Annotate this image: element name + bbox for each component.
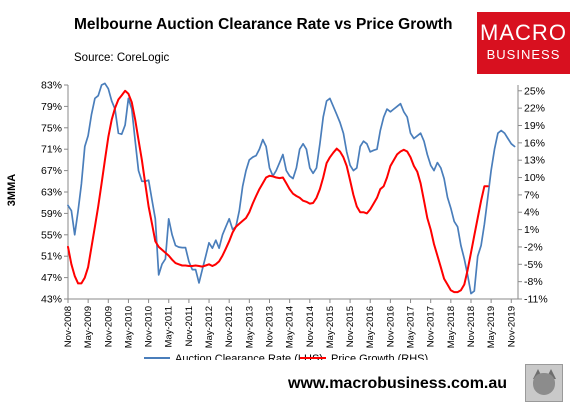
x-tick-label: May-2017 <box>406 306 417 348</box>
wolf-logo-icon <box>525 364 563 402</box>
right-tick-label: 1% <box>524 224 539 236</box>
right-tick-label: -5% <box>524 259 543 271</box>
logo-line-1: MACRO <box>480 20 567 45</box>
x-tick-label: Nov-2015 <box>345 306 356 347</box>
left-tick-label: 59% <box>41 208 62 220</box>
left-tick-label: 55% <box>41 229 62 241</box>
left-tick-label: 71% <box>41 144 62 156</box>
series-line-clearance-rate <box>67 82 516 295</box>
x-tick-label: May-2018 <box>446 306 457 348</box>
right-tick-label: 4% <box>524 207 539 219</box>
x-tick-label: May-2009 <box>83 306 94 348</box>
x-tick-label: May-2010 <box>123 306 134 348</box>
left-tick-label: 63% <box>41 187 62 199</box>
left-tick-label: 83% <box>41 80 62 92</box>
x-tick-label: May-2013 <box>244 306 255 348</box>
chart-title: Melbourne Auction Clearance Rate vs Pric… <box>74 16 453 33</box>
x-tick-label: Nov-2009 <box>103 306 114 347</box>
series-line-price-growth <box>67 89 489 294</box>
chart-source: Source: CoreLogic <box>74 52 170 64</box>
macro-business-logo: MACRO BUSINESS <box>477 12 570 74</box>
right-tick-label: 13% <box>524 155 545 167</box>
right-tick-label: 10% <box>524 172 545 184</box>
x-tick-label: Nov-2018 <box>466 306 477 347</box>
right-tick-label: 19% <box>524 120 545 132</box>
right-tick-label: 22% <box>524 103 545 115</box>
x-tick-label: May-2014 <box>285 306 296 348</box>
line-chart: 43% 47% 51% 55% 59% 63% 67% 71% 75% 79% 83% -11% -8… <box>6 80 548 361</box>
legend-item-price-growth: Price Growth (RHS) <box>331 353 428 360</box>
left-tick-label: 67% <box>41 165 62 177</box>
legend-item-clearance-rate: Auction Clearance Rate (LHS) <box>175 353 323 360</box>
x-tick-label: Nov-2019 <box>506 306 517 347</box>
x-tick-label: Nov-2010 <box>144 306 155 347</box>
right-tick-label: -2% <box>524 241 543 253</box>
right-tick-label: 25% <box>524 85 545 97</box>
x-tick-label: May-2012 <box>204 306 215 348</box>
x-tick-label: May-2011 <box>164 306 175 348</box>
x-tick-label: Nov-2012 <box>224 306 235 347</box>
x-tick-label: May-2016 <box>365 306 376 348</box>
logo-line-2: BUSINESS <box>486 47 561 62</box>
x-tick-label: Nov-2016 <box>385 306 396 347</box>
x-tick-label: Nov-2011 <box>184 306 195 347</box>
right-tick-label: 16% <box>524 137 545 149</box>
left-tick-label: 43% <box>41 294 62 306</box>
x-tick-label: May-2015 <box>325 306 336 348</box>
x-tick-label: Nov-2013 <box>264 306 275 347</box>
left-tick-label: 79% <box>41 101 62 113</box>
left-tick-label: 47% <box>41 272 62 284</box>
y-axis-title: 3MMA <box>6 174 18 206</box>
right-tick-label: -11% <box>524 294 548 306</box>
x-tick-label: May-2019 <box>486 306 497 348</box>
x-tick-label: Nov-2017 <box>426 306 437 347</box>
x-tick-label: Nov-2014 <box>305 306 316 347</box>
right-tick-label: 7% <box>524 189 539 201</box>
left-tick-label: 75% <box>41 122 62 134</box>
right-tick-label: -8% <box>524 276 543 288</box>
website-url: www.macrobusiness.com.au <box>288 375 508 392</box>
x-tick-label: Nov-2008 <box>63 306 74 347</box>
left-tick-label: 51% <box>41 251 62 263</box>
